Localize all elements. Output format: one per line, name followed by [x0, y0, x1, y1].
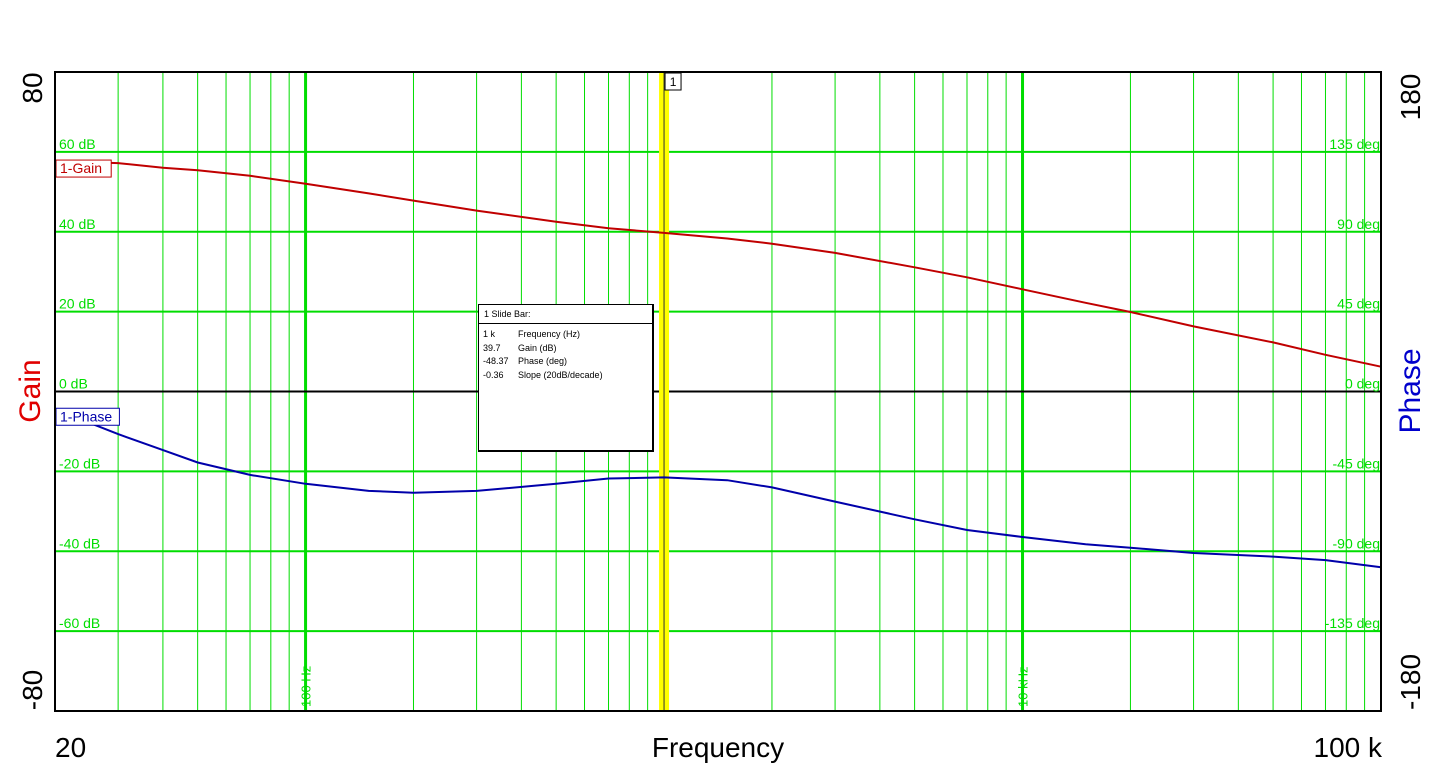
gain-grid-label: -20 dB	[59, 455, 100, 471]
x-axis-min: 20	[55, 732, 86, 763]
readout-row-slope: -0.36 Slope (20dB/decade)	[483, 369, 648, 383]
left-axis-min: -80	[17, 670, 48, 710]
right-axis-max: 180	[1395, 74, 1426, 121]
right-axis-min: -180	[1395, 654, 1426, 710]
series-label: 1-Gain	[60, 160, 102, 176]
plot-frame	[54, 71, 1382, 712]
x-axis-max: 100 k	[1314, 732, 1383, 763]
readout-label: Phase (deg)	[518, 356, 568, 366]
phase-grid-label: 0 deg	[1345, 376, 1380, 392]
cursor-tag-label: 1	[670, 75, 677, 89]
readout-value: -48.37	[483, 356, 509, 366]
readout-row-phase: -48.37 Phase (deg)	[483, 355, 648, 369]
cursor[interactable]: 1	[659, 72, 682, 711]
readout-value: -0.36	[483, 369, 504, 380]
gain-grid-label: 40 dB	[59, 216, 96, 232]
left-axis-max: 80	[17, 72, 48, 103]
x-axis-label: Frequency	[652, 732, 784, 763]
phase-grid-label: 45 deg	[1337, 296, 1380, 312]
phase-curve	[54, 408, 1382, 569]
phase-grid-label: -45 deg	[1333, 455, 1380, 471]
readout-label: Gain (dB)	[518, 342, 557, 353]
decade-label: 10 kHz	[1016, 667, 1031, 707]
right-axis-label: Phase	[1394, 348, 1427, 433]
gain-grid-label: 0 dB	[59, 376, 88, 392]
readout-value: 1 k	[483, 329, 496, 339]
grid-labels: 60 dB 40 dB 20 dB 0 dB -20 dB -40 dB -60 dB 135…	[59, 136, 1380, 631]
gain-grid-label: -40 dB	[59, 535, 100, 551]
readout-value: 39.7	[483, 342, 501, 353]
readout-label: Slope (20dB/decade)	[518, 369, 603, 380]
series	[54, 160, 1382, 569]
series-label: 1-Phase	[60, 408, 112, 424]
left-axis-label: Gain	[14, 359, 47, 422]
gain-grid-label: 20 dB	[59, 296, 96, 312]
readout-title: 1 Slide Bar:	[479, 305, 652, 324]
readout-row-frequency: 1 k Frequency (Hz)	[483, 328, 648, 342]
readout-label: Frequency (Hz)	[518, 329, 581, 339]
phase-grid-label: 90 deg	[1337, 216, 1380, 232]
series-labels: 1-Gain 1-Phase	[55, 159, 120, 426]
phase-grid-label: -90 deg	[1333, 535, 1380, 551]
gain-grid-label: 60 dB	[59, 136, 96, 152]
gain-curve	[54, 160, 1382, 368]
phase-grid-label: 135 deg	[1329, 136, 1380, 152]
slide-bar-readout[interactable]: 1 Slide Bar: 1 k Frequency (Hz) 39.7 Gain …	[478, 304, 654, 452]
decade-label: 100 Hz	[299, 666, 314, 707]
phase-grid-label: -135 deg	[1325, 615, 1380, 631]
gain-grid-label: -60 dB	[59, 615, 100, 631]
readout-row-gain: 39.7 Gain (dB)	[483, 342, 648, 356]
